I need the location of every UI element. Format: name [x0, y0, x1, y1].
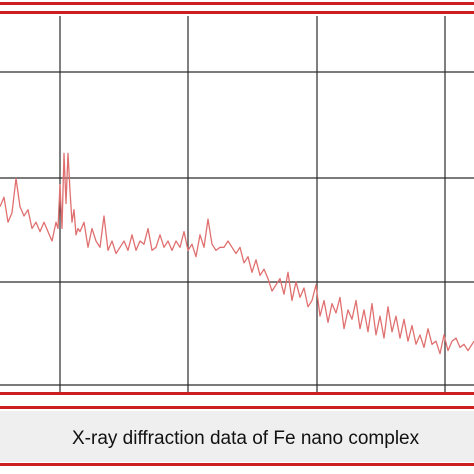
figure-caption: X-ray diffraction data of Fe nano comple…	[72, 428, 420, 449]
grid	[0, 16, 474, 392]
caption-frame-top	[0, 406, 474, 409]
caption-frame-bottom	[0, 463, 474, 466]
xrd-series-line	[0, 152, 474, 355]
plot-area	[0, 16, 474, 392]
bottom-frame-bar	[0, 392, 474, 395]
series-layer	[0, 152, 474, 355]
top-frame-bar	[0, 2, 474, 5]
caption-band	[0, 411, 474, 462]
top-frame-bar-inner	[0, 11, 474, 14]
